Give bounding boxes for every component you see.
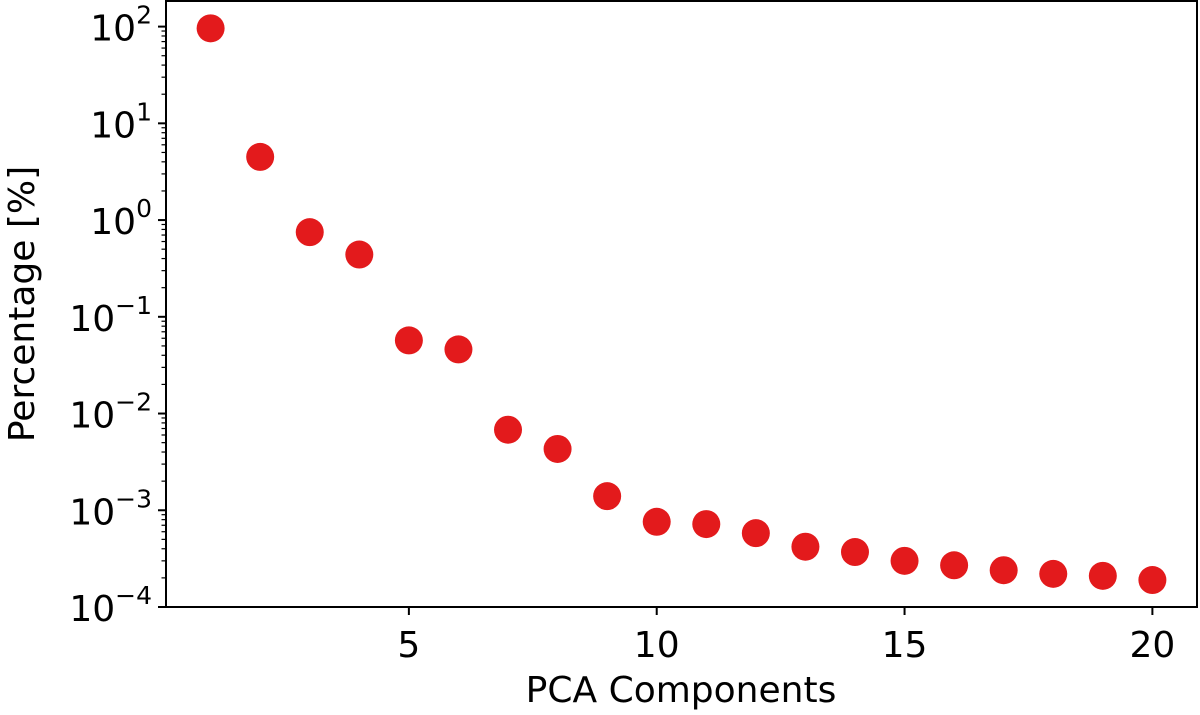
data-point — [741, 519, 770, 548]
data-point — [692, 510, 721, 539]
data-point — [394, 326, 423, 355]
data-point — [1088, 561, 1117, 590]
axes-frame — [165, 0, 1198, 608]
x-tick-label: 20 — [1129, 625, 1175, 666]
ticks: 5 10 15 20 102 101 100 10−1 10−2 10−3 10−4 — [69, 1, 1175, 666]
data-point — [345, 240, 374, 269]
y-tick-label: 101 — [90, 97, 152, 146]
data-point — [791, 532, 820, 561]
data-point — [890, 546, 919, 575]
data-point — [642, 507, 671, 536]
data-point — [989, 556, 1018, 585]
data-point — [494, 415, 523, 444]
y-tick-label: 10−1 — [69, 291, 152, 340]
data-point — [940, 551, 969, 580]
data-point — [295, 218, 324, 247]
x-tick-label: 5 — [397, 625, 420, 666]
data-point — [1138, 566, 1167, 595]
y-tick-label: 100 — [90, 194, 152, 243]
y-axis-label: Percentage [%] — [2, 166, 43, 442]
y-tick-label: 102 — [90, 1, 152, 50]
y-tick-label: 10−3 — [69, 484, 152, 533]
data-point — [543, 434, 572, 463]
data-point — [593, 482, 622, 511]
y-tick-label: 10−2 — [69, 388, 152, 437]
x-axis-label: PCA Components — [526, 670, 837, 711]
y-tick-label: 10−4 — [69, 581, 152, 630]
data-point — [1039, 559, 1068, 588]
data-points — [196, 14, 1167, 595]
data-point — [444, 335, 473, 364]
data-point — [840, 538, 869, 567]
x-tick-label: 10 — [634, 625, 680, 666]
data-point — [246, 142, 275, 171]
data-point — [196, 14, 225, 43]
x-tick-label: 15 — [882, 625, 928, 666]
